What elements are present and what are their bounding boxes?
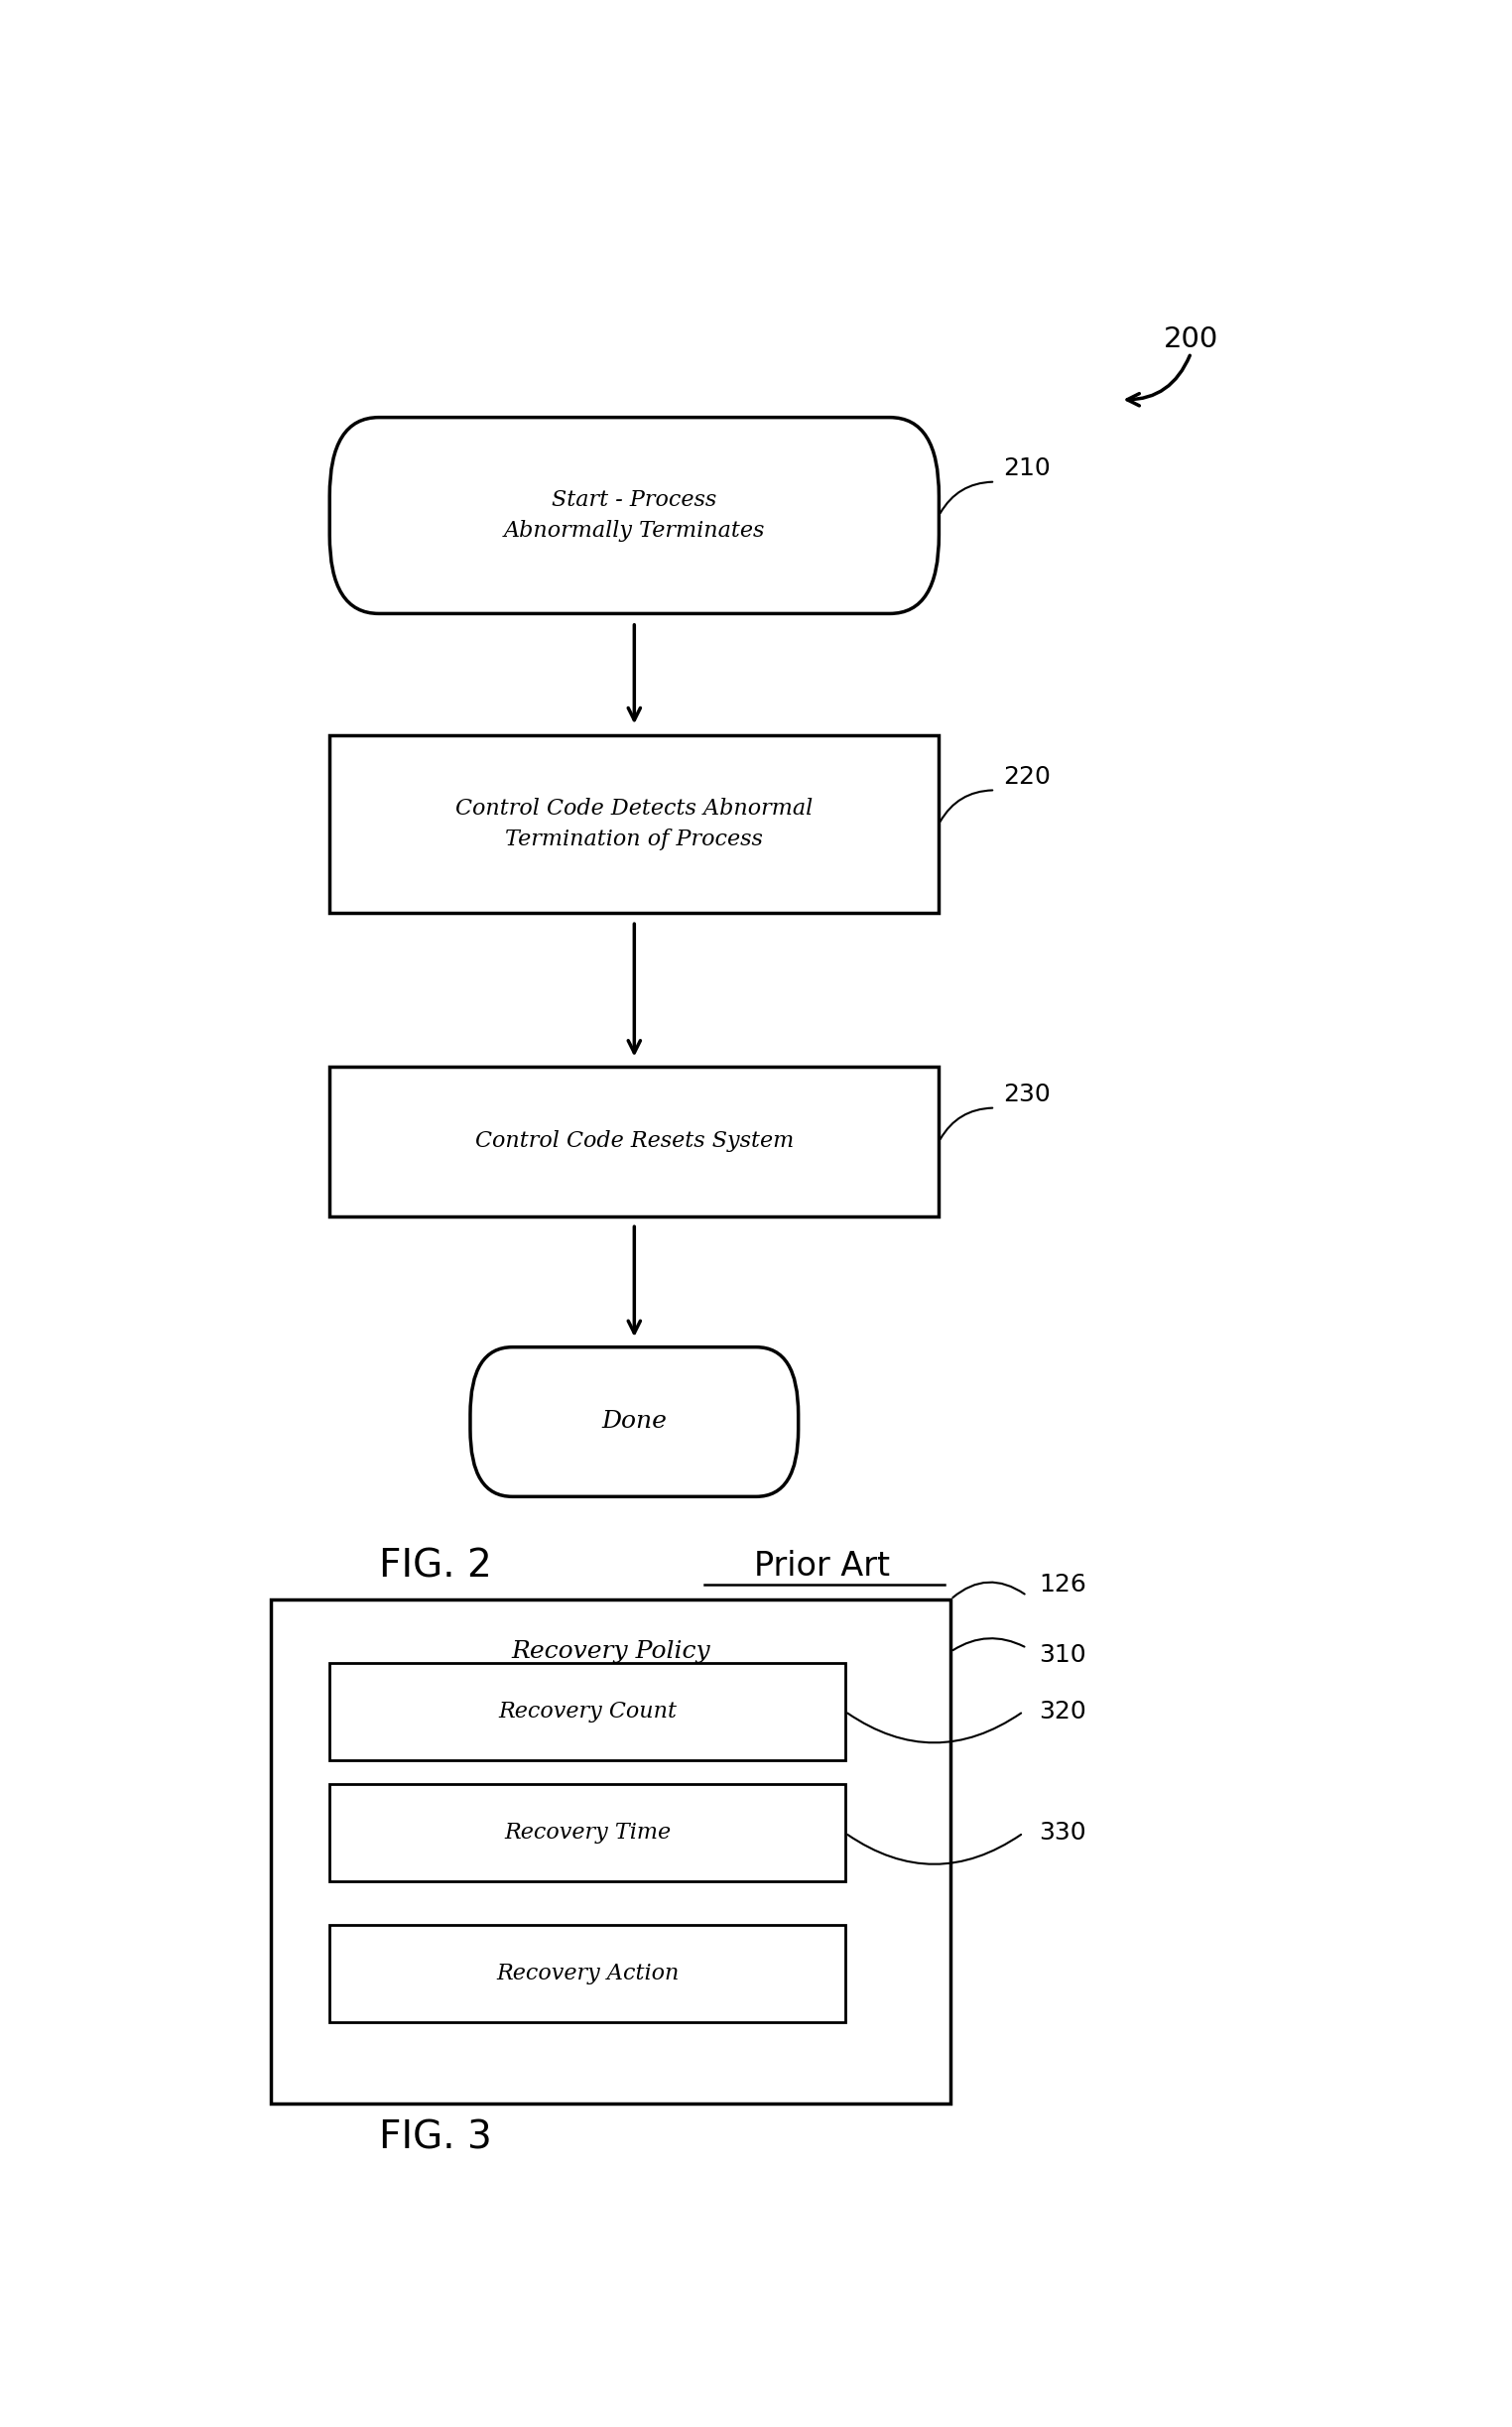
FancyBboxPatch shape <box>330 1784 845 1881</box>
Text: Start - Process
Abnormally Terminates: Start - Process Abnormally Terminates <box>503 490 765 541</box>
Text: Recovery Count: Recovery Count <box>497 1701 677 1723</box>
Text: 200: 200 <box>1163 325 1219 354</box>
FancyBboxPatch shape <box>330 1925 845 2022</box>
Text: FIG. 3: FIG. 3 <box>378 2119 491 2158</box>
Text: 220: 220 <box>1004 765 1051 789</box>
FancyBboxPatch shape <box>330 417 939 614</box>
Text: Recovery Action: Recovery Action <box>496 1963 679 1983</box>
Text: 210: 210 <box>1004 456 1051 481</box>
Text: 126: 126 <box>1039 1573 1086 1597</box>
Text: Control Code Resets System: Control Code Resets System <box>475 1131 794 1153</box>
Text: 320: 320 <box>1039 1699 1086 1723</box>
Text: Done: Done <box>602 1410 667 1434</box>
Text: Prior Art: Prior Art <box>754 1548 889 1582</box>
Text: 310: 310 <box>1039 1643 1086 1667</box>
FancyBboxPatch shape <box>330 735 939 913</box>
Text: Recovery Policy: Recovery Policy <box>511 1641 711 1662</box>
Text: Control Code Detects Abnormal
Termination of Process: Control Code Detects Abnormal Terminatio… <box>455 798 813 849</box>
FancyBboxPatch shape <box>470 1347 798 1497</box>
FancyBboxPatch shape <box>330 1662 845 1760</box>
Text: Recovery Time: Recovery Time <box>503 1823 671 1845</box>
Text: 330: 330 <box>1039 1820 1086 1845</box>
Text: FIG. 2: FIG. 2 <box>378 1546 491 1585</box>
FancyBboxPatch shape <box>330 1068 939 1216</box>
FancyBboxPatch shape <box>271 1599 951 2104</box>
Text: 230: 230 <box>1004 1082 1051 1107</box>
